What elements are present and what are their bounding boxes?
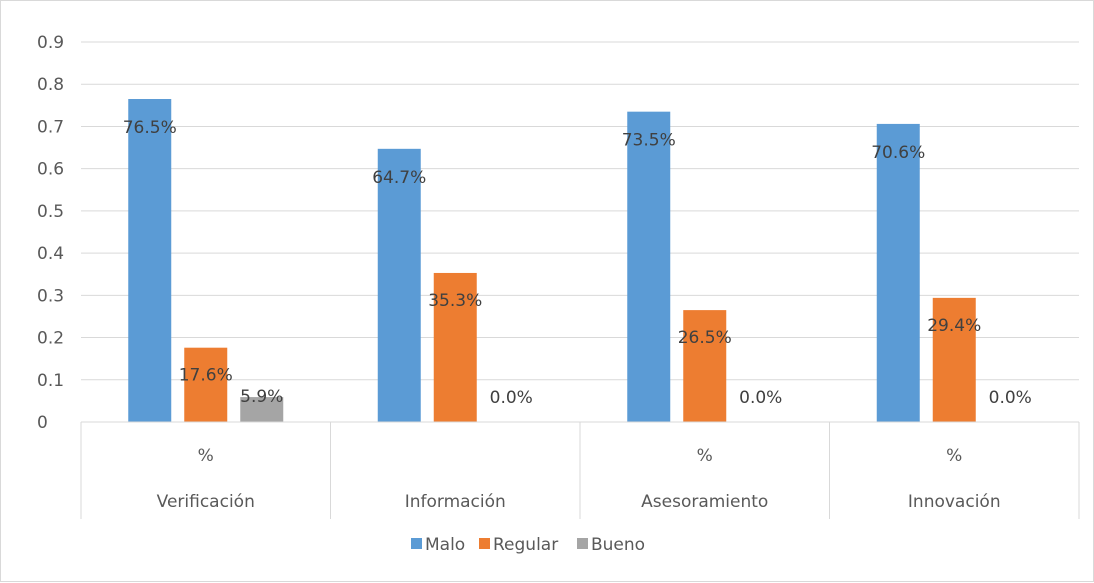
data-label: 0.0%	[739, 388, 782, 408]
data-label: 64.7%	[372, 168, 426, 188]
y-tick-label: 0.7	[37, 117, 64, 137]
y-tick-label: 0.1	[37, 371, 64, 391]
bar-malo	[876, 123, 920, 423]
y-tick-label: 0.8	[37, 75, 64, 95]
legend-swatch-regular	[479, 538, 490, 549]
y-tick-label: 0.2	[37, 329, 64, 349]
legend-swatch-bueno	[577, 538, 588, 549]
bar-regular	[184, 347, 228, 422]
data-label: 70.6%	[871, 143, 925, 163]
data-label: 76.5%	[123, 118, 177, 138]
category-label: Innovación	[908, 492, 1001, 512]
bar-regular	[683, 310, 727, 422]
category-sub-label: %	[697, 446, 713, 466]
data-label: 17.6%	[179, 366, 233, 386]
data-label: 0.0%	[490, 388, 533, 408]
data-label: 73.5%	[622, 131, 676, 151]
y-tick-label: 0.3	[37, 286, 64, 306]
y-tick-label: 0.9	[37, 33, 64, 53]
bar-malo	[627, 111, 671, 423]
category-sub-label: %	[946, 446, 962, 466]
y-tick-label: 0.5	[37, 202, 64, 222]
data-label: 29.4%	[927, 316, 981, 336]
legend-swatch-malo	[411, 538, 422, 549]
category-label: Verificación	[157, 492, 255, 512]
category-label: Asesoramiento	[641, 492, 768, 512]
legend-label-regular: Regular	[493, 535, 558, 555]
legend-label-malo: Malo	[425, 535, 465, 555]
data-label: 0.0%	[989, 388, 1032, 408]
y-tick-label: 0.4	[37, 244, 64, 264]
bar-regular	[932, 297, 976, 422]
bar-bueno	[240, 397, 284, 422]
y-tick-label: 0	[37, 413, 48, 433]
y-tick-label: 0.6	[37, 160, 64, 180]
category-label: Información	[405, 492, 506, 512]
bar-regular	[433, 272, 477, 422]
bar-malo	[377, 148, 421, 423]
bar-malo	[128, 99, 172, 422]
data-label: 35.3%	[428, 291, 482, 311]
data-label: 26.5%	[678, 328, 732, 348]
category-sub-label: %	[198, 446, 214, 466]
legend-label-bueno: Bueno	[591, 535, 645, 555]
data-label: 5.9%	[240, 387, 283, 407]
